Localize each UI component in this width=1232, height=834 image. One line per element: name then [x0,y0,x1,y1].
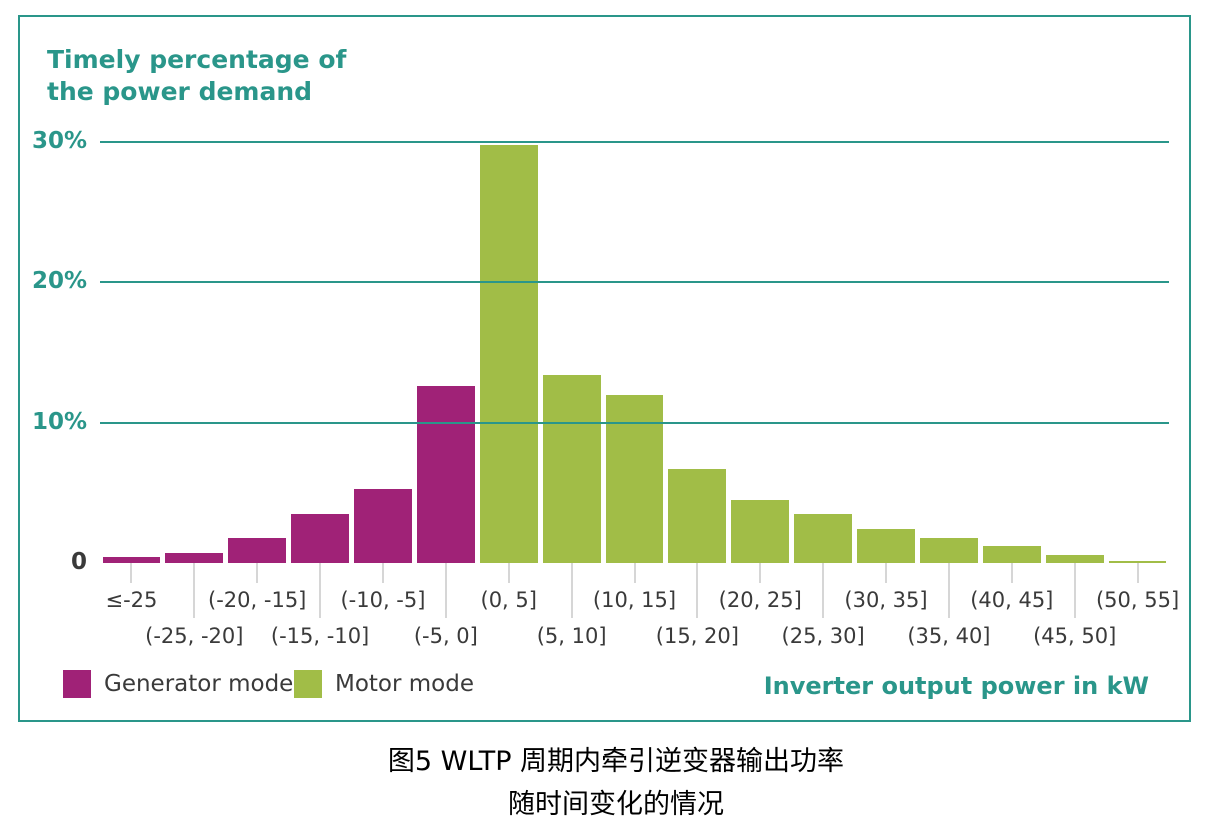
gridline-20pct [100,281,1169,284]
x-tick-mark-16 [1136,563,1139,583]
bar-column-0 [100,142,163,563]
x-axis-title: Inverter output power in kW [763,672,1149,700]
x-tick-label-(-5, 0]: (-5, 0] [413,624,478,648]
x-tick-label-(35, 40]: (35, 40] [907,624,991,648]
bar-motor-(5, 10] [542,375,601,563]
y-tick-label-10: 10% [31,408,87,435]
y-tick-label-30: 30% [31,128,87,154]
x-tick-mark-10 [759,563,762,583]
bar-motor-(35, 40] [919,537,978,563]
x-tick-mark-5 [444,563,447,618]
x-axis: ≤-25 (-25, -20] (-20, -15] (-15, -10] (-10, … [100,563,1179,663]
bar-column-16 [1106,142,1169,563]
bar-generator-(-5, 0] [416,386,475,563]
chart-frame: Timely percentage of the power demand 30… [18,15,1191,722]
bar-motor-(0, 5] [479,144,538,563]
bar-motor-(15, 20] [668,469,727,563]
x-tick-label-(-15, -10]: (-15, -10] [270,624,370,648]
x-tick-label-(25, 30]: (25, 30] [781,624,865,648]
x-tick-mark-1 [193,563,196,618]
legend-label-motor: Motor mode [335,671,474,697]
x-tick-label-(5, 10]: (5, 10] [536,624,607,648]
plot-area [100,141,1169,563]
bar-generator-≤-25 [102,557,161,563]
bar-motor-(45, 50] [1045,554,1104,563]
x-tick-mark-6 [507,563,510,583]
bar-column-1 [163,142,226,563]
figure-caption-line2: 随时间变化的情况 [508,789,724,821]
bar-column-11 [792,142,855,563]
x-tick-label-(40, 45]: (40, 45] [970,588,1054,612]
figure-caption: 图5 WLTP 周期内牵引逆变器输出功率 随时间变化的情况 [0,740,1232,826]
x-tick-mark-3 [319,563,322,618]
bar-column-15 [1043,142,1106,563]
x-tick-label-(-10, -5]: (-10, -5] [340,588,426,612]
bar-motor-(30, 35] [857,529,915,563]
bar-motor-(25, 30] [794,513,853,563]
gridline-30pct [100,141,1169,143]
x-tick-label-(0, 5]: (0, 5] [480,588,537,612]
bar-motor-(10, 15] [605,394,664,563]
gridline-10pct [100,421,1169,424]
x-tick-label-(20, 25]: (20, 25] [718,588,802,612]
bar-column-2 [226,142,289,563]
x-tick-mark-2 [256,563,259,583]
x-tick-label-≤-25: ≤-25 [105,588,158,612]
bar-motor-(40, 45] [982,546,1041,563]
bar-column-12 [855,142,918,563]
bar-motor-(50, 55] [1108,560,1167,563]
bar-motor-(20, 25] [731,499,790,563]
legend-item-generator-mode: Generator mode [63,669,293,699]
bar-column-8 [603,142,666,563]
x-tick-label-(45, 50]: (45, 50] [1033,624,1117,648]
x-tick-label-(10, 15]: (10, 15] [592,588,677,612]
bar-column-9 [666,142,729,563]
x-tick-mark-9 [696,563,699,618]
bar-generator-(-20, -15] [228,537,287,563]
x-tick-mark-12 [885,563,888,583]
x-tick-mark-15 [1073,563,1076,618]
bar-column-5 [414,142,477,563]
bar-column-7 [540,142,603,563]
x-tick-mark-13 [947,563,950,618]
legend-label-generator: Generator mode [104,671,294,697]
y-tick-label-20: 20% [31,268,87,295]
x-tick-label-(50, 55]: (50, 55] [1095,588,1180,612]
motor-mode-swatch [294,670,322,698]
x-tick-label-(-25, -20]: (-25, -20] [145,624,244,648]
x-tick-mark-0 [130,563,133,583]
x-tick-label-(15, 20]: (15, 20] [655,624,739,648]
bar-column-13 [917,142,980,563]
generator-mode-swatch [63,670,91,698]
x-tick-mark-11 [822,563,825,618]
x-tick-mark-8 [633,563,636,583]
legend-item-motor-mode: Motor mode [294,669,474,699]
bar-generator-(-10, -5] [354,488,412,563]
bar-generator-(-15, -10] [291,513,349,563]
bar-column-14 [980,142,1043,563]
x-tick-mark-4 [381,563,384,583]
bar-column-4 [352,142,415,563]
bar-column-3 [289,142,352,563]
x-tick-label-(30, 35]: (30, 35] [844,588,928,612]
x-tick-mark-14 [1010,563,1013,583]
bar-column-10 [729,142,792,563]
bar-column-6 [477,142,540,563]
x-tick-label-(-20, -15]: (-20, -15] [208,588,307,612]
bar-generator-(-25, -20] [165,553,224,563]
x-tick-mark-7 [570,563,573,618]
y-tick-label-0: 0 [70,549,87,575]
y-axis-title: Timely percentage of the power demand [47,45,347,106]
figure-caption-line1: 图5 WLTP 周期内牵引逆变器输出功率 [387,746,845,777]
